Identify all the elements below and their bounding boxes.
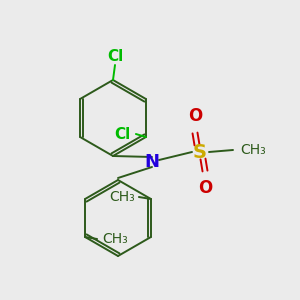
Text: N: N: [145, 153, 160, 171]
Text: S: S: [193, 142, 207, 161]
Text: Cl: Cl: [107, 49, 123, 64]
Text: CH₃: CH₃: [109, 190, 135, 204]
Text: CH₃: CH₃: [102, 232, 128, 246]
Text: O: O: [188, 107, 202, 125]
Text: O: O: [198, 179, 212, 197]
Text: CH₃: CH₃: [240, 143, 266, 157]
Text: Cl: Cl: [115, 127, 131, 142]
